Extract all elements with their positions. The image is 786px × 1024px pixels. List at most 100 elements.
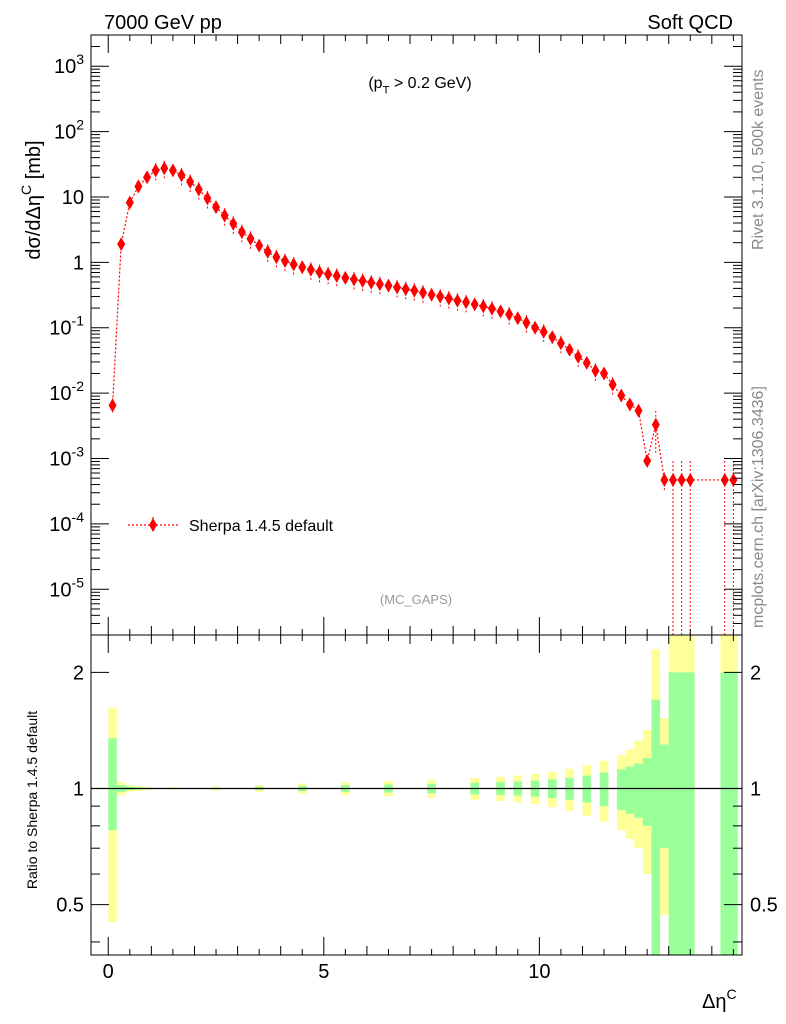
data-point xyxy=(453,293,462,308)
y-tick-label: 1 xyxy=(73,252,84,274)
data-point xyxy=(677,472,686,487)
data-point xyxy=(281,253,290,268)
data-point xyxy=(263,244,272,259)
x-tick-label: 10 xyxy=(528,961,550,983)
data-point xyxy=(436,289,445,304)
mcplots-label: mcplots.cern.ch [arXiv:1306.3436] xyxy=(750,386,767,628)
x-tick-label: 0 xyxy=(103,961,114,983)
main-y-axis-title: dσ/dΔηC​ [mb] xyxy=(18,140,45,259)
main-panel-frame xyxy=(90,34,743,636)
ratio-band-inner xyxy=(677,672,686,955)
data-point xyxy=(505,307,514,322)
energy-label: 7000 GeV pp xyxy=(104,12,222,34)
data-point xyxy=(643,453,652,468)
main-ticks xyxy=(91,34,742,636)
legend: Sherpa 1.4.5 default xyxy=(128,517,334,535)
data-point xyxy=(349,272,358,287)
data-point xyxy=(229,216,238,231)
data-point xyxy=(384,278,393,293)
data-point xyxy=(298,260,307,275)
y-tick-label: 103​ xyxy=(54,51,84,78)
ratio-band-inner xyxy=(625,766,635,814)
data-point xyxy=(151,163,160,178)
ratio-y-tick-label: 1 xyxy=(73,778,84,800)
data-point xyxy=(410,283,419,298)
series-line xyxy=(111,167,734,481)
data-point xyxy=(177,168,186,183)
data-point xyxy=(651,417,660,432)
y-tick-label: 10-2​ xyxy=(49,378,84,405)
ratio-y-tick-label-right: 1 xyxy=(750,778,761,800)
y-tick-label: 102​ xyxy=(54,117,84,144)
data-point xyxy=(255,238,264,253)
ratio-y-tick-label: 0.5 xyxy=(56,895,84,917)
data-point xyxy=(660,472,669,487)
ratio-band-inner xyxy=(660,744,669,849)
data-point xyxy=(531,320,540,335)
analysis-watermark: (MC_GAPS) xyxy=(380,592,452,607)
data-point xyxy=(591,363,600,378)
ratio-band-inner xyxy=(685,672,695,955)
data-point xyxy=(108,398,117,413)
data-point xyxy=(600,366,609,381)
pt-cut-label: (pT​ > 0.2 GeV) xyxy=(368,75,471,97)
data-point xyxy=(401,282,410,297)
ratio-panel: 0.5 0.5 1 1 2 2 0 5 10 Ratio to Sherpa 1.4.5 de… xyxy=(24,634,778,1013)
ratio-panel-frame xyxy=(90,634,743,956)
data-point xyxy=(522,315,531,330)
x-axis-title: ΔηC​ xyxy=(702,986,737,1013)
x-tick-label: 5 xyxy=(318,961,329,983)
data-point xyxy=(427,287,436,302)
data-point xyxy=(487,301,496,316)
data-point xyxy=(125,195,134,210)
ratio-band-inner xyxy=(599,772,609,807)
data-point xyxy=(608,377,617,392)
y-tick-label: 10 xyxy=(62,187,84,209)
y-tick-label: 10-4​ xyxy=(49,509,84,536)
legend-marker xyxy=(149,518,157,532)
main-data-layer xyxy=(108,160,738,635)
ratio-ticks xyxy=(91,635,742,955)
y-tick-label: 10-5​ xyxy=(49,574,84,601)
data-point xyxy=(194,182,203,197)
data-point xyxy=(513,311,522,326)
data-point xyxy=(358,273,367,288)
data-point xyxy=(220,208,229,223)
data-point xyxy=(539,324,548,339)
ratio-band-inner xyxy=(729,672,738,955)
data-point xyxy=(418,285,427,300)
data-point xyxy=(470,297,479,312)
ratio-band-inner xyxy=(651,699,661,955)
data-point xyxy=(306,262,315,277)
ratio-band-inner xyxy=(634,763,643,818)
data-point xyxy=(212,200,221,215)
data-point xyxy=(341,270,350,285)
ratio-y-tick-label-right: 2 xyxy=(750,662,761,684)
data-point xyxy=(565,342,574,357)
rivet-label: Rivet 3.1.10, 500k events xyxy=(750,69,767,250)
data-point xyxy=(375,277,384,292)
data-point xyxy=(625,397,634,412)
ratio-y-axis-title: Ratio to Sherpa 1.4.5 default xyxy=(24,711,40,889)
data-point xyxy=(634,403,643,418)
data-point xyxy=(479,299,488,314)
ratio-y-tick-labels: 0.5 0.5 1 1 2 2 xyxy=(56,662,778,916)
data-point xyxy=(720,472,729,487)
ratio-y-tick-label: 2 xyxy=(73,662,84,684)
process-label: Soft QCD xyxy=(647,12,733,34)
data-point xyxy=(556,336,565,351)
data-point xyxy=(444,291,453,306)
data-point xyxy=(332,268,341,283)
ratio-band-inner xyxy=(668,672,678,955)
data-point xyxy=(548,330,557,345)
y-tick-label: 10-1​ xyxy=(49,313,84,340)
data-point xyxy=(617,388,626,403)
ratio-band-inner xyxy=(108,738,117,831)
ratio-band-inner xyxy=(720,672,730,955)
ratio-band-inner xyxy=(616,769,626,810)
data-point xyxy=(134,179,143,194)
main-y-tick-labels: 10-5​ 10-4​ 10-3​ 10-2​ 10-1​ 1 10 102​ 103​ xyxy=(49,51,84,601)
data-point xyxy=(315,265,324,280)
data-point xyxy=(729,472,738,487)
data-point xyxy=(367,275,376,290)
